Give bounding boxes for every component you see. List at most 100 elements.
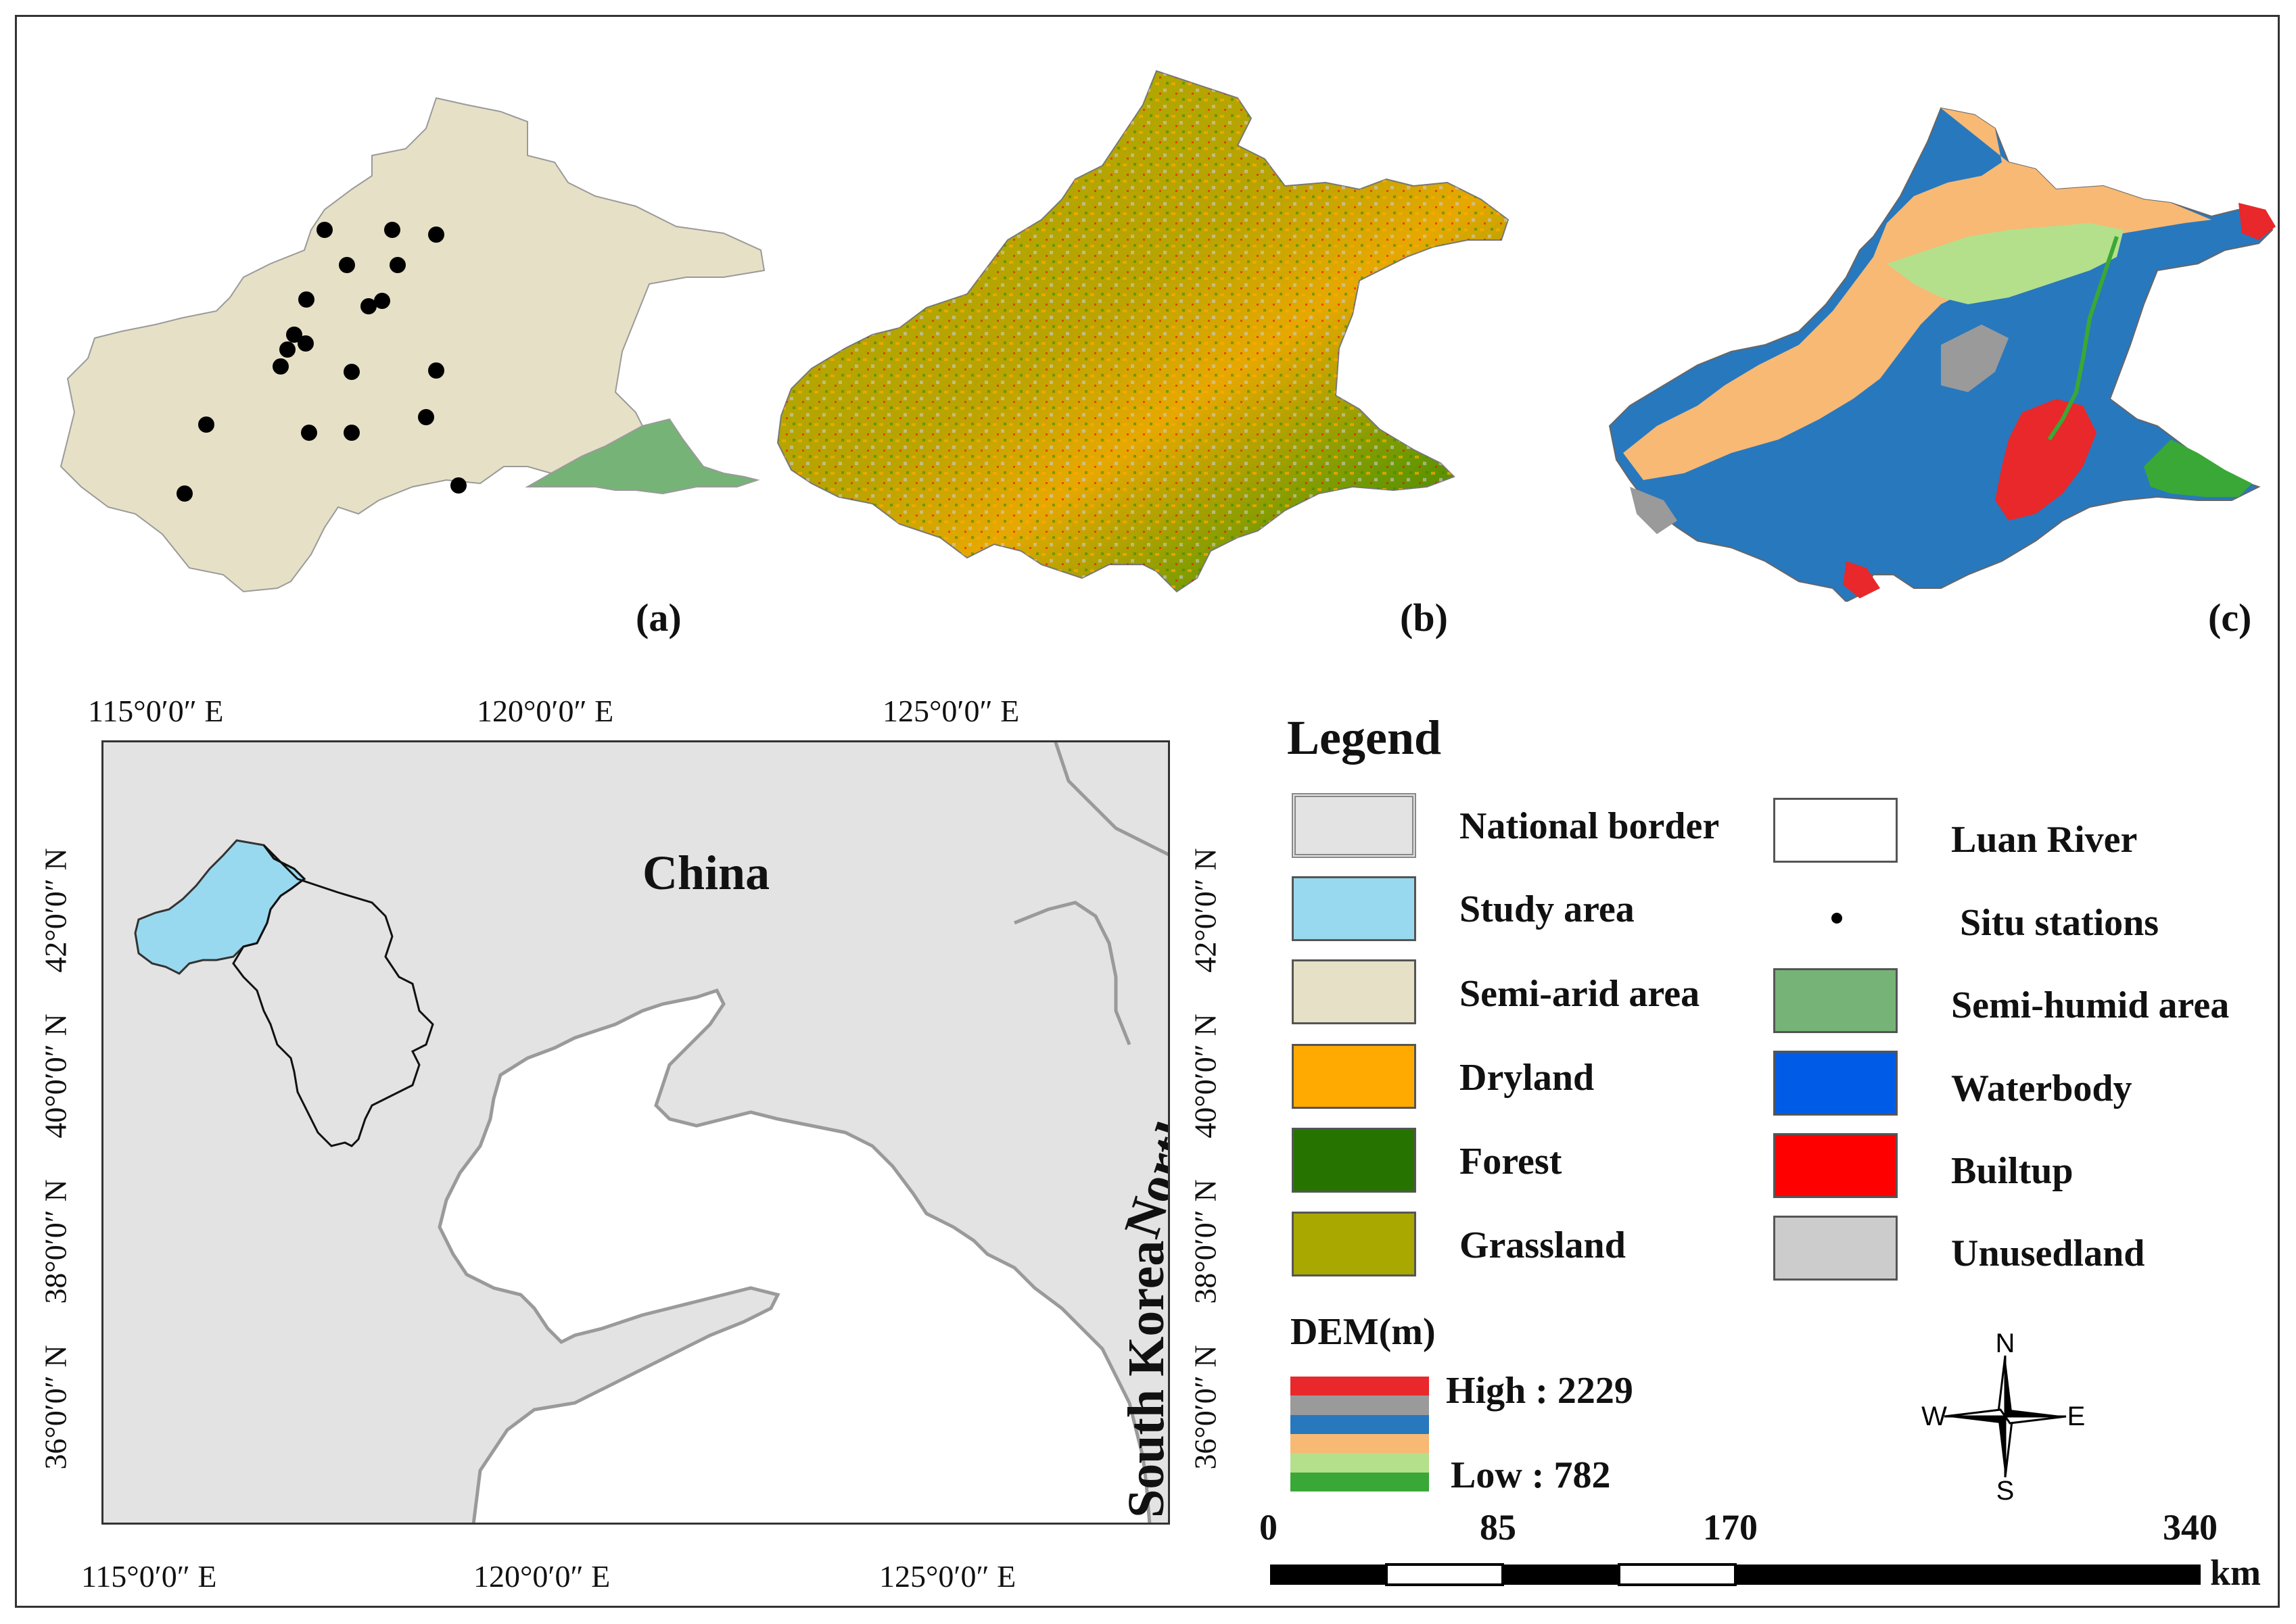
compass-s-point <box>2004 1414 2013 1478</box>
bottom-tick-120: 120°0′0″ E <box>473 1559 611 1594</box>
right-tick-40: 40°0′0″ N <box>1188 1013 1223 1139</box>
compass-n-point <box>2005 1356 2012 1416</box>
legend-title: Legend <box>1287 711 1442 765</box>
situ-station-symbol <box>1831 913 1842 924</box>
semi-humid-area <box>525 418 760 495</box>
panel-b-label: (b) <box>1400 596 1448 640</box>
scale-segment <box>1618 1563 1737 1586</box>
top-tick-120: 120°0′0″ E <box>477 694 614 728</box>
station-point <box>374 293 390 309</box>
station-point <box>390 257 406 273</box>
scale-tick-0: 0 <box>1259 1507 1278 1548</box>
swatch-unusedland <box>1773 1216 1898 1281</box>
station-point <box>339 257 355 273</box>
station-point <box>418 409 434 425</box>
panel-b-landuse-map <box>776 70 1509 593</box>
dem-high-red-2 <box>2239 203 2276 240</box>
station-point <box>344 364 360 380</box>
dem-ramp-band <box>1290 1472 1429 1491</box>
legend-label-forest: Forest <box>1459 1141 1562 1183</box>
luan-river <box>2047 236 2119 441</box>
scale-unit: km <box>2210 1552 2262 1593</box>
right-tick-36: 36°0′0″ N <box>1188 1345 1223 1470</box>
station-point <box>279 341 296 358</box>
swatch-semi-humid <box>1773 968 1898 1033</box>
right-tick-42: 42°0′0″ N <box>1188 848 1223 973</box>
legend-label-semi-humid: Semi-humid area <box>1951 984 2230 1026</box>
compass-star <box>1944 1355 2067 1478</box>
station-point <box>384 222 400 238</box>
bottom-tick-125: 125°0′0″ E <box>879 1559 1016 1594</box>
legend-label-study-area: Study area <box>1459 888 1635 930</box>
legend-label-dryland: Dryland <box>1459 1057 1595 1099</box>
station-point <box>298 291 314 308</box>
station-point <box>360 298 377 314</box>
left-tick-42: 42°0′0″ N <box>38 848 73 973</box>
station-point <box>298 335 314 352</box>
dem-mid-orange <box>1623 108 2211 480</box>
compass-w-point <box>1944 1416 2005 1423</box>
legend-label-luan-river: Luan River <box>1951 819 2138 861</box>
dem-gray <box>1941 325 2009 392</box>
compass-e-point <box>2005 1410 2066 1416</box>
scale-segment <box>1385 1563 1504 1586</box>
situ-stations <box>177 222 467 502</box>
legend-label-situ-stations: Situ stations <box>1960 902 2159 944</box>
top-tick-115: 115°0′0″ E <box>88 694 224 728</box>
scale-bar <box>1270 1563 2201 1586</box>
semi-arid-area <box>60 97 766 593</box>
swatch-semi-arid <box>1292 959 1416 1024</box>
scale-tick-170: 170 <box>1703 1507 1758 1548</box>
south-korea-label: South Korea <box>1118 1241 1170 1518</box>
landuse-texture <box>778 71 1508 592</box>
dem-low-green <box>1887 223 2124 304</box>
korea-border <box>1053 740 1170 857</box>
station-point <box>428 226 444 243</box>
north-arrow: N S E W <box>1921 1332 2085 1501</box>
left-tick-36: 36°0′0″ N <box>38 1345 73 1470</box>
station-point <box>301 425 317 441</box>
station-point <box>286 327 302 343</box>
dem-color-ramp <box>1290 1377 1429 1491</box>
dem-high-label: High : 2229 <box>1446 1370 1633 1412</box>
swatch-dryland <box>1292 1044 1416 1109</box>
swatch-forest <box>1292 1128 1416 1193</box>
swatch-grassland <box>1292 1212 1416 1276</box>
legend-label-semi-arid: Semi-arid area <box>1459 973 1700 1015</box>
bottom-tick-115: 115°0′0″ E <box>81 1559 217 1594</box>
dem-ramp-band <box>1290 1377 1429 1396</box>
swatch-builtup <box>1773 1133 1898 1198</box>
figure-frame <box>15 15 2280 1608</box>
compass-w-point <box>1944 1408 2007 1418</box>
top-tick-125: 125°0′0″ E <box>883 694 1020 728</box>
dem-high-red <box>1995 399 2096 521</box>
dem-lowest-green <box>2144 439 2252 497</box>
scale-tick-85: 85 <box>1480 1507 1516 1548</box>
dem-title: DEM(m) <box>1290 1311 1436 1353</box>
left-tick-40: 40°0′0″ N <box>38 1013 73 1139</box>
dem-high-red-3 <box>1843 561 1880 598</box>
panel-a-label: (a) <box>636 596 682 640</box>
station-point <box>198 416 214 433</box>
panel-c-label: (c) <box>2208 596 2252 640</box>
scale-segment <box>1503 1565 1619 1585</box>
legend-label-waterbody: Waterbody <box>1951 1068 2132 1109</box>
left-tick-38: 38°0′0″ N <box>38 1179 73 1304</box>
legend-label-builtup: Builtup <box>1951 1150 2074 1192</box>
dem-gray-2 <box>1630 487 1677 534</box>
swatch-luan-river <box>1773 798 1898 863</box>
scale-tick-340: 340 <box>2163 1507 2218 1548</box>
swatch-study-area <box>1292 876 1416 941</box>
compass-n-label: N <box>1996 1332 2015 1358</box>
right-tick-38: 38°0′0″ N <box>1188 1179 1223 1304</box>
scale-segment <box>1735 1565 2201 1585</box>
dem-ramp-band <box>1290 1414 1429 1434</box>
dem-ramp-band <box>1290 1395 1429 1415</box>
locator-map: China North Korea South Korea <box>101 740 1170 1525</box>
swatch-national-border <box>1292 793 1416 858</box>
dem-ramp-band <box>1290 1453 1429 1473</box>
dem-low-label: Low : 782 <box>1451 1454 1611 1496</box>
panel-c-dem-map <box>1608 107 2276 602</box>
panel-a-map <box>60 97 766 593</box>
china-label: China <box>642 846 770 900</box>
